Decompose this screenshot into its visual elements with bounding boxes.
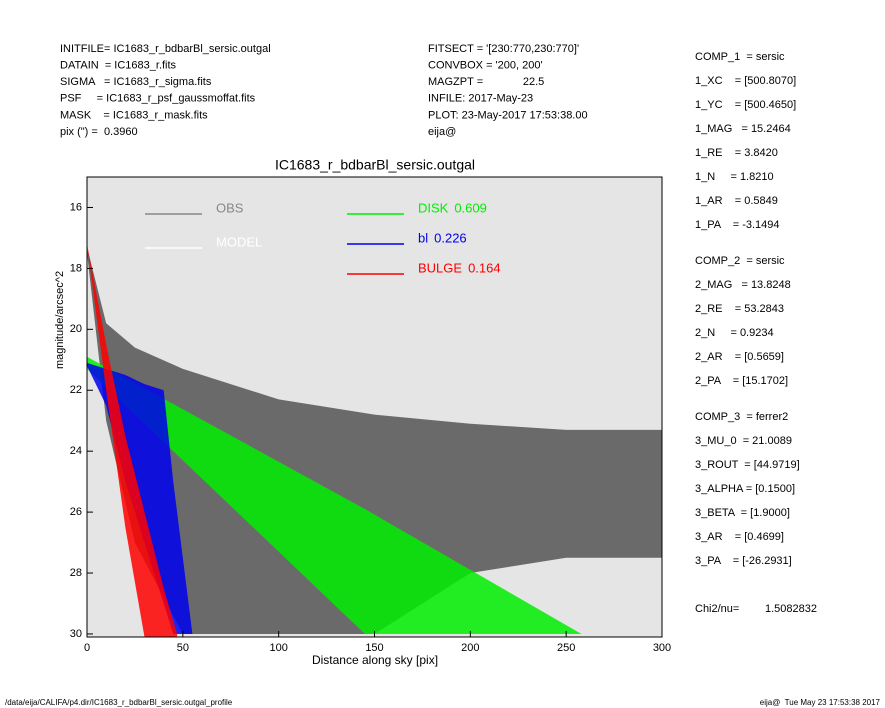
parameter: 2_RE = 53.2843 xyxy=(695,303,784,315)
x-tick-label: 200 xyxy=(461,642,479,654)
parameter: 1_N = 1.8210 xyxy=(695,171,774,183)
chart-title: IC1683_r_bdbarBl_sersic.outgal xyxy=(275,157,475,173)
parameter: 1_XC = [500.8070] xyxy=(695,75,796,87)
y-tick-label: 22 xyxy=(70,384,82,396)
y-tick-label: 18 xyxy=(70,262,82,274)
header-line: INITFILE= IC1683_r_bdbarBl_sersic.outgal xyxy=(60,43,271,55)
parameter: 2_PA = [15.1702] xyxy=(695,375,788,387)
parameter: 2_MAG = 13.8248 xyxy=(695,279,791,291)
header-line: DATAIN = IC1683_r.fits xyxy=(60,60,177,72)
legend-label: bl xyxy=(418,230,428,245)
parameter: COMP_3 = ferrer2 xyxy=(695,411,788,423)
y-tick-label: 26 xyxy=(70,506,82,518)
parameter: 3_BETA = [1.9000] xyxy=(695,507,790,519)
y-axis-label: magnitude/arcsec^2 xyxy=(54,271,66,369)
x-tick-label: 0 xyxy=(84,642,90,654)
x-tick-label: 300 xyxy=(653,642,671,654)
y-tick-label: 30 xyxy=(70,628,82,640)
x-tick-label: 150 xyxy=(365,642,383,654)
legend-fraction: 0.226 xyxy=(434,230,467,245)
chi2-label: Chi2/nu= xyxy=(695,603,739,615)
header-line: MASK = IC1683_r_mask.fits xyxy=(60,109,208,121)
footer-date: eija@ Tue May 23 17:53:38 2017 xyxy=(760,698,881,707)
parameter: 2_AR = [0.5659] xyxy=(695,351,784,363)
header-line: eija@ xyxy=(428,126,456,138)
legend-fraction: 0.609 xyxy=(454,200,487,215)
x-tick-label: 100 xyxy=(269,642,287,654)
component-band xyxy=(87,244,178,637)
header-line: INFILE: 2017-May-23 xyxy=(428,93,533,105)
y-tick-label: 24 xyxy=(70,445,82,457)
parameter: 3_ALPHA = [0.1500] xyxy=(695,483,795,495)
chi2-value: 1.5082832 xyxy=(765,603,817,615)
parameter: 3_PA = [-26.2931] xyxy=(695,555,792,567)
x-tick-label: 250 xyxy=(557,642,575,654)
header-line: pix (") = 0.3960 xyxy=(60,126,138,138)
parameter: COMP_2 = sersic xyxy=(695,255,785,267)
header-line: MAGZPT = 22.5 xyxy=(428,76,544,88)
parameter: 1_YC = [500.4650] xyxy=(695,99,796,111)
header-line: PLOT: 23-May-2017 17:53:38.00 xyxy=(428,109,588,121)
header-line: FITSECT = '[230:770,230:770]' xyxy=(428,43,579,55)
y-tick-label: 20 xyxy=(70,323,82,335)
parameter: 2_N = 0.9234 xyxy=(695,327,774,339)
y-tick-label: 28 xyxy=(70,567,82,579)
legend-fraction: 0.164 xyxy=(468,260,501,275)
legend-label: OBS xyxy=(216,200,244,215)
component-band xyxy=(87,247,662,634)
legend-label: BULGE xyxy=(418,260,462,275)
parameter: 3_AR = [0.4699] xyxy=(695,531,784,543)
parameter: COMP_1 = sersic xyxy=(695,51,785,63)
x-axis-label: Distance along sky [pix] xyxy=(312,653,438,667)
parameter: 3_ROUT = [44.9719] xyxy=(695,459,800,471)
parameter: 1_RE = 3.8420 xyxy=(695,147,778,159)
header-line: CONVBOX = '200, 200' xyxy=(428,60,543,72)
footer-path: /data/eija/CALIFA/p4.dir/IC1683_r_bdbarB… xyxy=(5,698,233,707)
x-tick-label: 50 xyxy=(177,642,189,654)
legend-label: MODEL xyxy=(216,234,262,249)
parameter: 1_MAG = 15.2464 xyxy=(695,123,791,135)
header-line: PSF = IC1683_r_psf_gaussmoffat.fits xyxy=(60,93,256,105)
header-line: SIGMA = IC1683_r_sigma.fits xyxy=(60,76,212,88)
legend-label: DISK xyxy=(418,200,449,215)
parameter: 1_AR = 0.5849 xyxy=(695,195,778,207)
y-tick-label: 16 xyxy=(70,201,82,213)
parameter: 1_PA = -3.1494 xyxy=(695,219,780,231)
component-band xyxy=(87,356,582,634)
parameter: 3_MU_0 = 21.0089 xyxy=(695,435,792,447)
